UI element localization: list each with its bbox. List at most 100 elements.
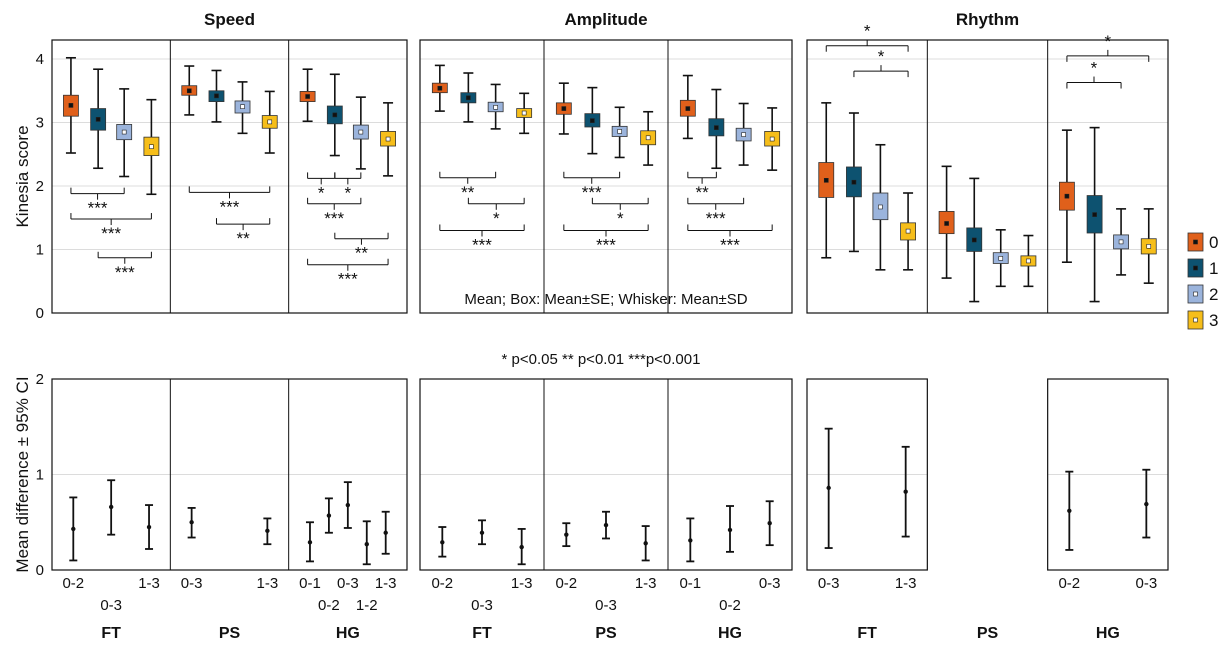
legend-marker [1193,265,1198,271]
mean-marker [1092,212,1097,217]
ci-mean-point [603,522,609,528]
mean-marker [714,125,719,130]
mean-marker [1118,239,1124,245]
pair-label: 0-2 [719,597,741,614]
top-panel-frame [419,39,793,314]
ci-mean-point [345,502,351,508]
pair-label: 0-2 [555,575,577,592]
mean-marker [95,117,101,122]
mean-marker [305,94,310,99]
bottom-y-axis-label: Mean difference ± 95% CI [13,376,32,572]
task-label: HG [1096,625,1120,642]
mean-marker [240,104,245,109]
ci-mean-point [479,530,485,535]
ci-mean-point [688,538,693,543]
task-label: HG [336,625,360,642]
pair-label: 1-3 [257,575,279,592]
task-label: FT [472,625,492,642]
pair-label: 0-3 [759,575,781,592]
ci-mean-point [767,521,772,526]
pair-label: 0-2 [1058,575,1080,592]
mean-marker [617,129,622,134]
top-y-tick-label: 4 [36,51,44,68]
legend-marker [1193,239,1198,245]
sig-label: ** [236,229,250,248]
top-panel-frame [806,39,1169,314]
ci-mean-point [326,513,332,518]
ci-mean-point [643,541,648,546]
ci-mean-point [383,530,388,535]
sig-label: ** [461,183,475,202]
mean-marker [521,110,527,116]
pair-label: 1-3 [895,575,917,592]
task-label: HG [718,625,742,642]
sig-label: *** [720,235,740,254]
mean-marker [905,228,911,234]
mean-marker [437,85,443,91]
ci-mean-point [826,485,831,491]
ci-mean-point [71,526,76,532]
sig-label: *** [220,197,240,216]
sig-label: *** [324,209,344,228]
ci-mean-point [189,520,194,525]
pair-label: 1-2 [356,597,378,614]
pair-label: 0-3 [337,575,359,592]
pair-label: 1-3 [635,575,657,592]
box-note: Mean; Box: Mean±SE; Whisker: Mean±SD [464,291,747,308]
mean-marker [68,103,74,108]
pair-label: 0-3 [818,575,840,592]
pair-label: 1-3 [138,575,160,592]
top-y-tick-label: 1 [36,242,44,259]
task-label: FT [101,625,121,642]
sig-label: * [864,22,871,41]
ci-mean-point [146,524,152,530]
mean-marker [149,144,154,149]
sig-label: ** [695,183,709,202]
top-y-tick-label: 0 [36,305,44,322]
mean-marker [1026,258,1031,264]
ci-mean-point [440,540,445,545]
mean-marker [385,136,391,142]
pair-label: 1-3 [511,575,533,592]
ci-mean-point [903,489,908,494]
top-y-axis-label: Kinesia score [13,125,32,227]
sig-label: ** [355,244,369,263]
bottom-y-tick-label: 2 [36,371,44,388]
legend-label: 3 [1209,311,1218,330]
legend-marker [1193,317,1198,323]
mean-marker [214,93,219,99]
ci-mean-point [307,540,313,545]
ci-mean-point [108,504,114,510]
mean-marker [267,119,273,125]
mean-marker [1064,193,1070,199]
pair-label: 0-3 [595,597,617,614]
bottom-panel-frame [1047,378,1169,571]
mean-marker [823,178,829,183]
mean-marker [685,106,691,111]
mean-marker [186,88,192,94]
ci-mean-point [564,532,569,537]
sig-label: *** [596,235,616,254]
sig-label: *** [88,199,108,218]
pair-label: 0-1 [299,575,321,592]
bottom-panel-frame [806,378,928,571]
mean-marker [971,237,977,243]
sig-label: *** [582,183,602,202]
bottom-panel-frame [419,378,793,571]
panel-title: Amplitude [564,10,647,29]
top-y-tick-label: 3 [36,115,44,132]
p-value-note: * p<0.05 ** p<0.01 ***p<0.001 [502,351,701,368]
mean-marker [493,104,498,110]
mean-marker [332,112,338,118]
mean-marker [741,132,746,137]
sig-label: *** [338,270,358,289]
mean-marker [590,118,595,123]
mean-marker [851,179,857,185]
sig-label: * [318,183,325,202]
sig-label: * [1091,59,1098,78]
top-panel-frame [51,39,408,314]
mean-marker [769,136,775,142]
legend-label: 2 [1209,285,1218,304]
legend-marker [1193,291,1198,297]
